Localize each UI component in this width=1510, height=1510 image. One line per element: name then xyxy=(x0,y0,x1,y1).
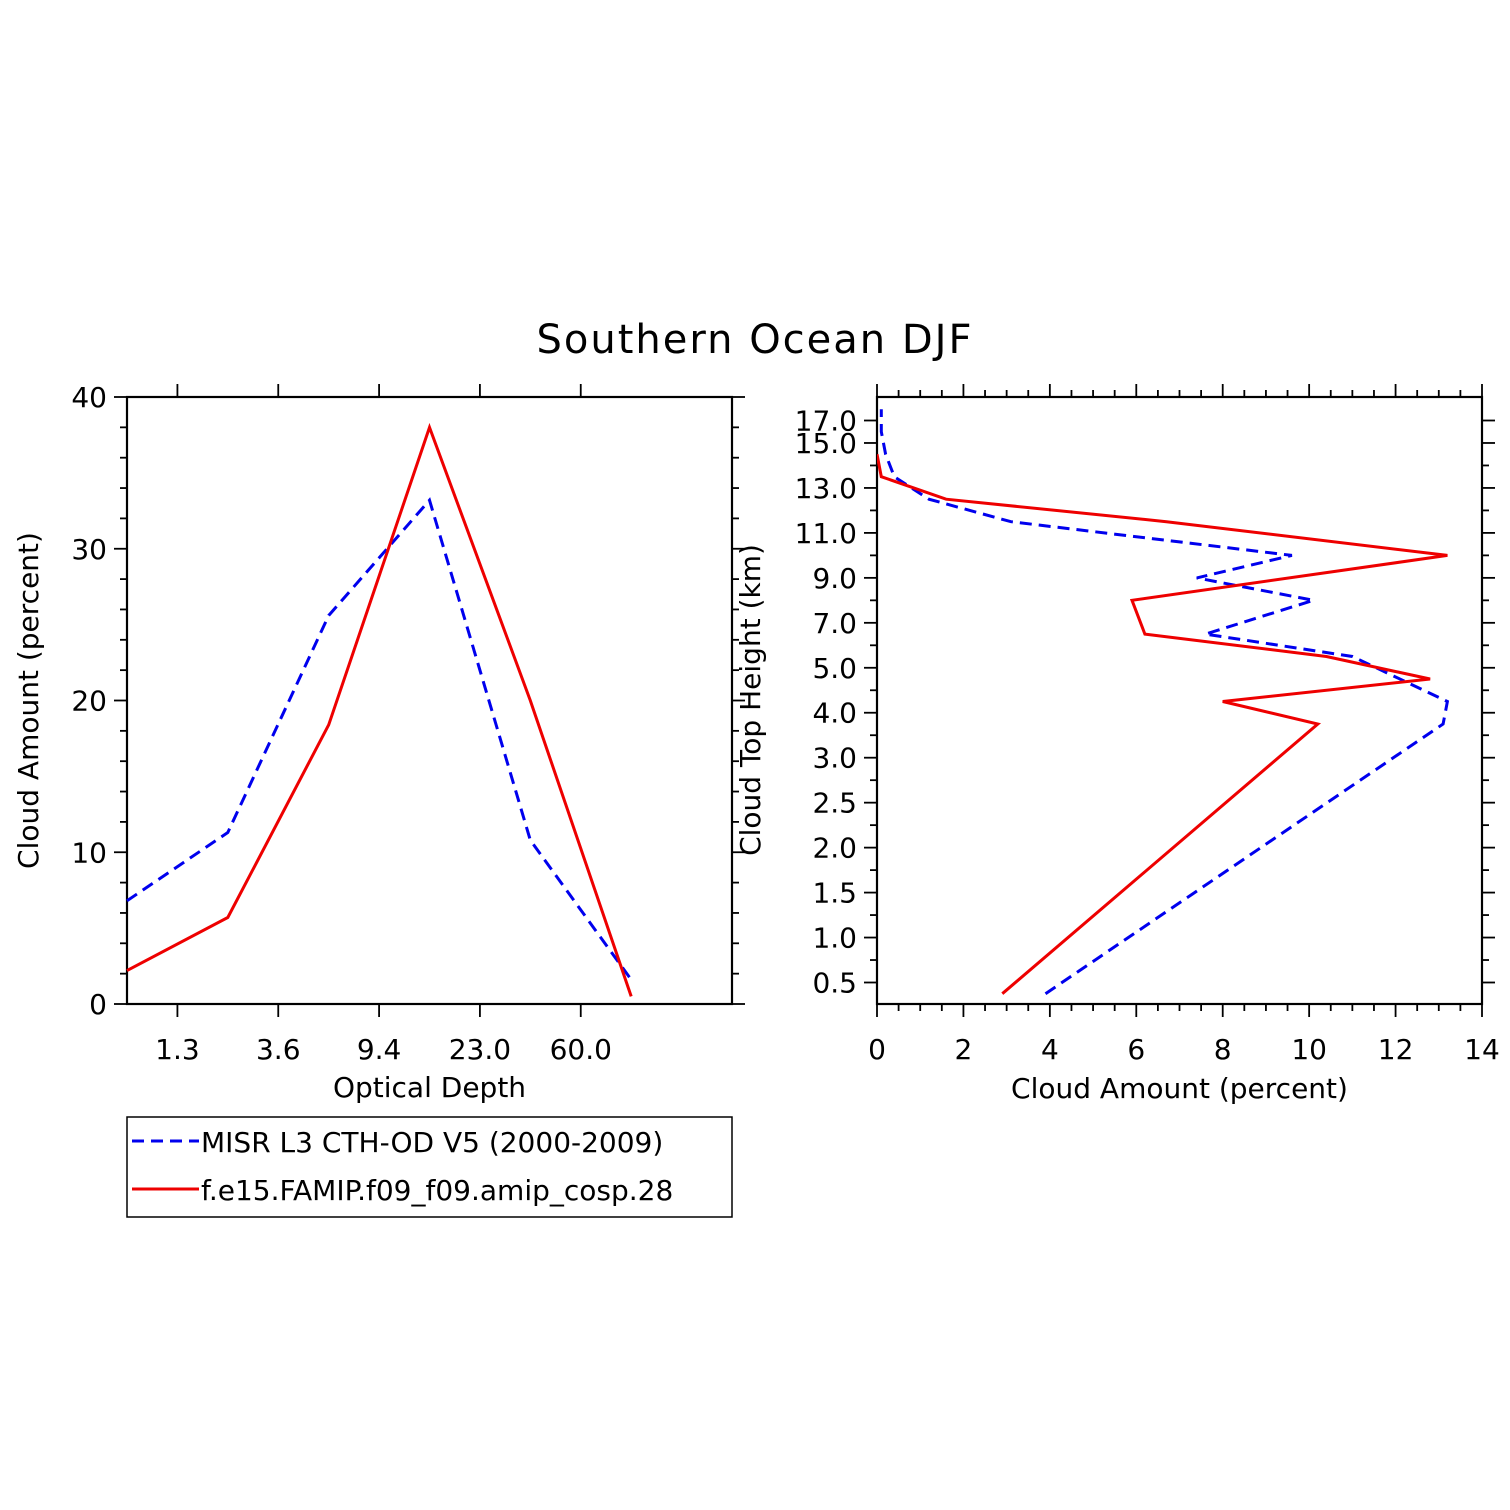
y-tick-label: 5.0 xyxy=(812,652,857,685)
y-axis-title: Cloud Amount (percent) xyxy=(12,532,45,869)
x-tick-label: 23.0 xyxy=(449,1033,511,1066)
y-tick-label: 7.0 xyxy=(812,607,857,640)
x-axis-title: Optical Depth xyxy=(333,1071,526,1104)
series-line-misr xyxy=(879,409,1450,995)
y-tick-label: 20 xyxy=(71,685,107,718)
y-tick-label: 11.0 xyxy=(795,517,857,550)
x-tick-label: 2 xyxy=(955,1033,973,1066)
legend: MISR L3 CTH-OD V5 (2000-2009) f.e15.FAMI… xyxy=(126,1116,733,1218)
legend-box xyxy=(126,1116,733,1218)
y-tick-label: 2.0 xyxy=(812,832,857,865)
plot-frame-left xyxy=(125,395,734,1006)
legend-label-misr: MISR L3 CTH-OD V5 (2000-2009) xyxy=(201,1126,663,1159)
plot-frame-right xyxy=(875,395,1484,1006)
y-tick-label: 13.0 xyxy=(795,472,857,505)
y-tick-label: 3.0 xyxy=(812,742,857,775)
x-tick-label: 14 xyxy=(1464,1033,1500,1066)
y-tick-label: 0 xyxy=(89,988,107,1021)
y-axis-title: Cloud Top Height (km) xyxy=(734,544,767,856)
y-tick-label: 30 xyxy=(71,533,107,566)
y-tick-label: 9.0 xyxy=(812,562,857,595)
series-line-model xyxy=(126,422,633,997)
x-tick-label: 0 xyxy=(868,1033,886,1066)
x-tick-label: 10 xyxy=(1291,1033,1327,1066)
y-tick-label: 15.0 xyxy=(795,427,857,460)
y-tick-label: 10 xyxy=(71,836,107,869)
cloud-top-height-chart: 0 2 4 6 8 10 12 14 0.5 1.0 1.5 2.0 2.5 3.0 4.0 5.0 7.0 9.… xyxy=(734,384,1500,1105)
y-tick-label: 40 xyxy=(71,381,107,414)
x-tick-label: 8 xyxy=(1214,1033,1232,1066)
x-tick-label: 12 xyxy=(1378,1033,1414,1066)
y-tick-label: 1.5 xyxy=(812,877,857,910)
y-tick-label: 17.0 xyxy=(795,405,857,438)
x-tick-label: 9.4 xyxy=(357,1033,402,1066)
series-line-model xyxy=(877,453,1448,995)
y-tick-label: 1.0 xyxy=(812,922,857,955)
x-tick-label: 1.3 xyxy=(155,1033,200,1066)
x-tick-label: 60.0 xyxy=(550,1033,612,1066)
series-line-misr xyxy=(126,497,633,981)
x-tick-label: 3.6 xyxy=(256,1033,301,1066)
x-tick-label: 4 xyxy=(1041,1033,1059,1066)
x-axis-title: Cloud Amount (percent) xyxy=(1011,1072,1348,1105)
legend-label-model: f.e15.FAMIP.f09_f09.amip_cosp.28 xyxy=(201,1174,673,1207)
y-tick-label: 2.5 xyxy=(812,787,857,820)
figure-title: Southern Ocean DJF xyxy=(537,317,974,363)
x-tick-label: 6 xyxy=(1127,1033,1145,1066)
optical-depth-chart: 0 10 20 30 40 1.3 3.6 9.4 23.0 60.0 Optical Depth C… xyxy=(12,381,745,1104)
y-tick-label: 0.5 xyxy=(812,967,857,1000)
y-tick-label: 4.0 xyxy=(812,697,857,730)
